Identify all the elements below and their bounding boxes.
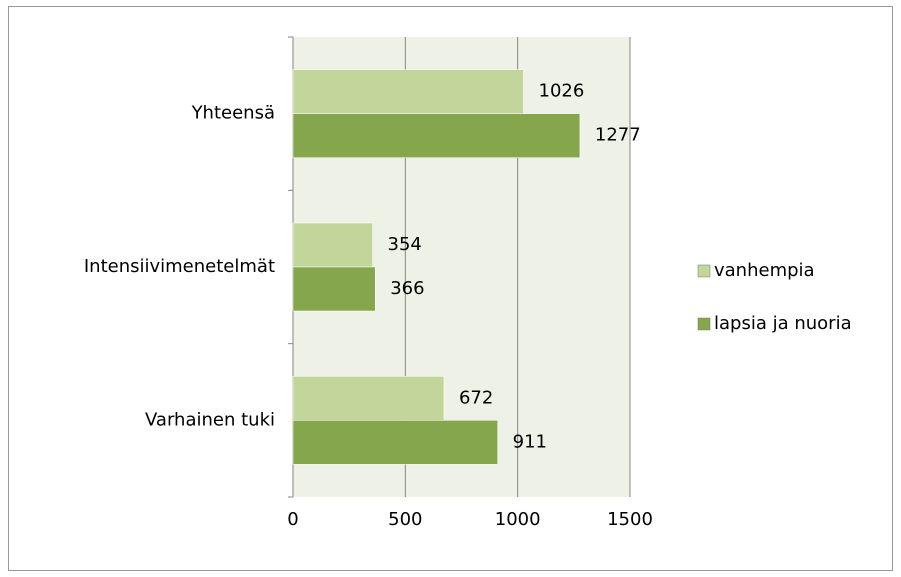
legend-label: lapsia ja nuoria (714, 313, 852, 334)
value-label: 672 (459, 387, 493, 408)
value-label: 911 (513, 431, 547, 452)
value-label: 354 (388, 234, 422, 255)
bar (292, 113, 581, 158)
x-tick-label: 1500 (607, 509, 653, 530)
bar (292, 69, 524, 114)
value-label: 1277 (595, 125, 641, 146)
value-label: 366 (390, 278, 424, 299)
bar (292, 376, 445, 421)
bar (292, 420, 498, 465)
x-tick-label: 0 (287, 509, 298, 530)
y-tick-label: Varhainen tuki (145, 409, 275, 430)
bar (292, 266, 376, 312)
value-label: 1026 (539, 81, 585, 102)
legend-label: vanhempia (714, 260, 815, 281)
legend-swatch (697, 317, 711, 331)
legend-swatch (697, 264, 711, 278)
y-tick-label: Intensiivimenetelmät (84, 256, 275, 277)
bar (292, 222, 373, 268)
x-tick-label: 500 (388, 509, 422, 530)
y-tick-label: Yhteensä (191, 103, 275, 124)
x-tick-label: 1000 (495, 509, 541, 530)
